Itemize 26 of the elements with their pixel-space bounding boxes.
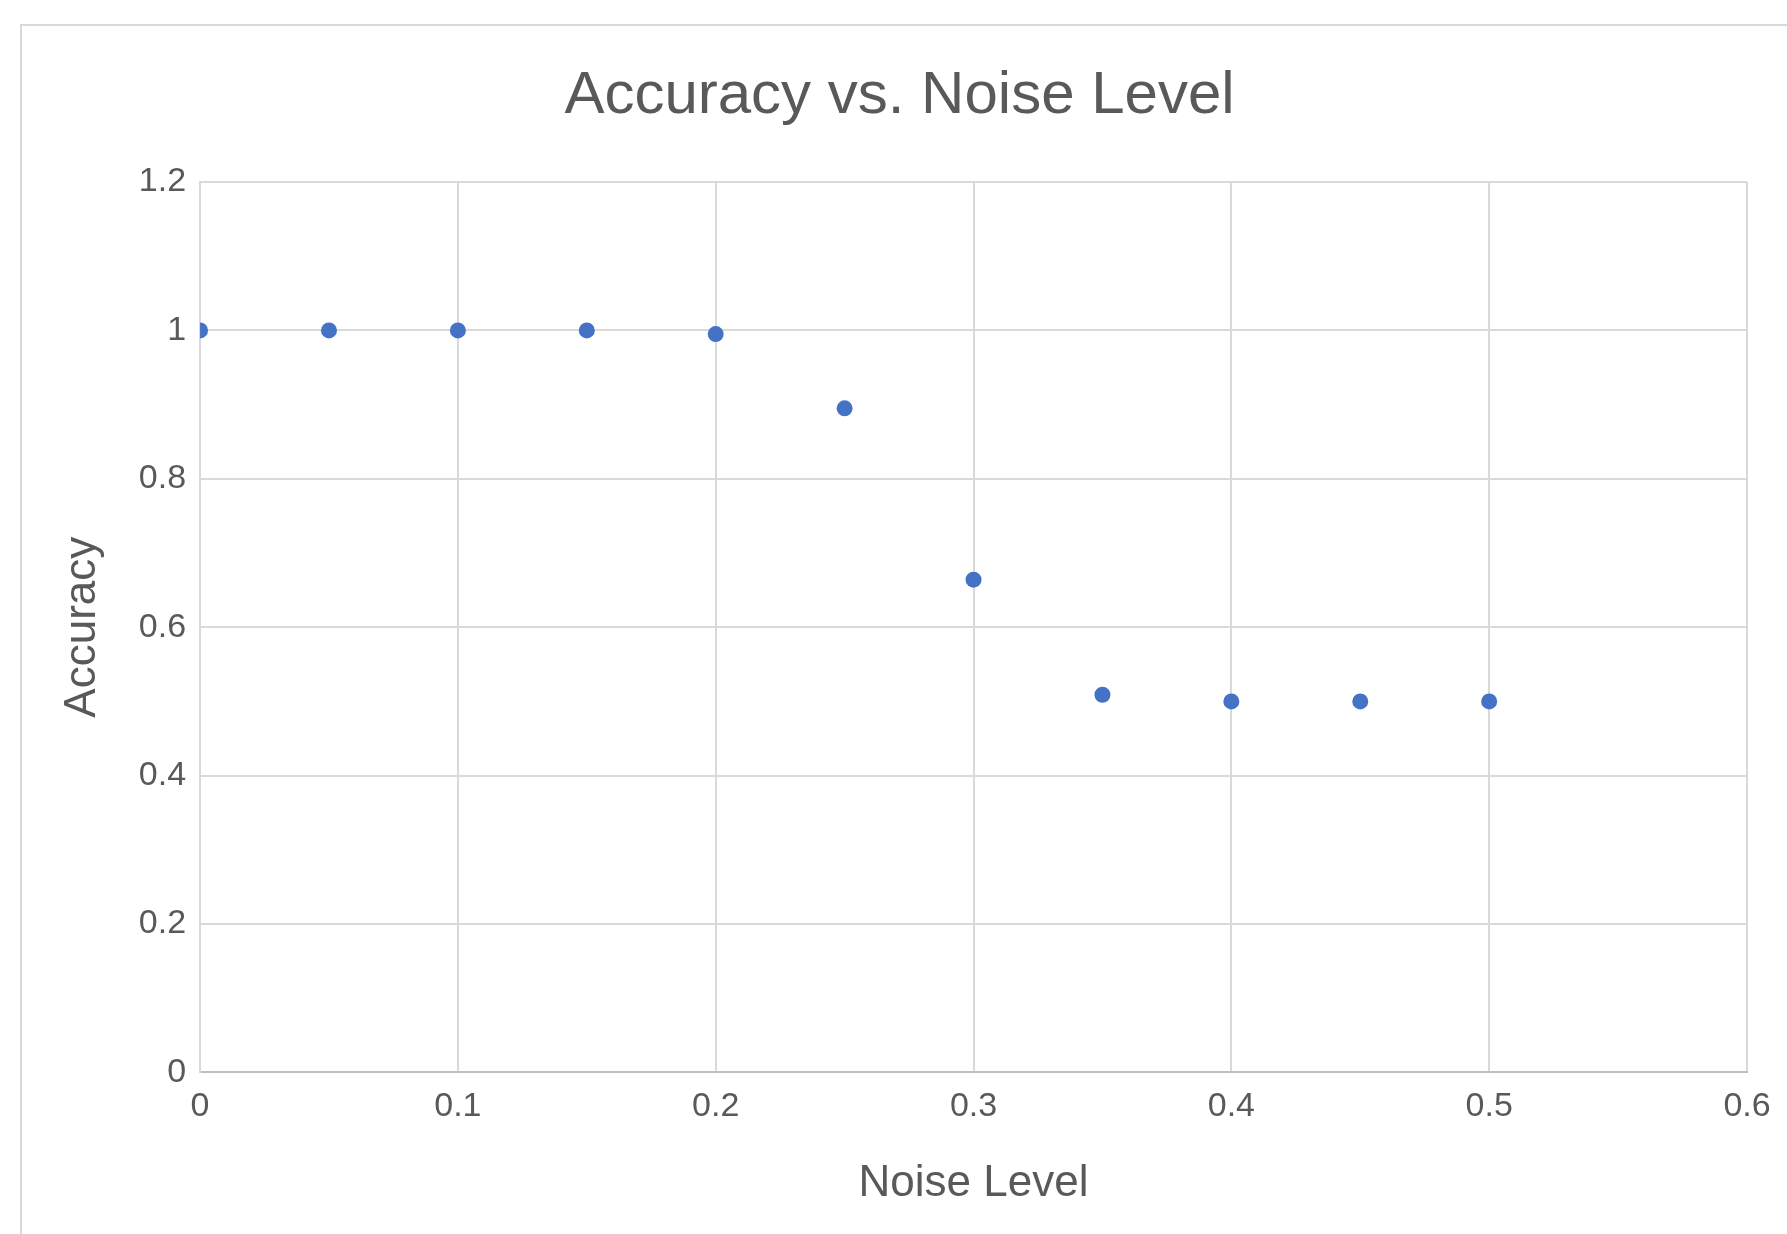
point (578, 322, 595, 339)
x-tick-label: 0.4 (1207, 1085, 1255, 1124)
x-tick-label: 0.1 (434, 1085, 482, 1124)
y-tick-label: 1.2 (138, 160, 187, 199)
point (320, 322, 337, 339)
point (1481, 693, 1498, 710)
y-tick-label: 0.6 (138, 605, 187, 644)
point (836, 400, 853, 417)
y-axis-title: Accuracy (54, 536, 104, 718)
point (1352, 693, 1369, 710)
y-tick-label: 0 (167, 1050, 187, 1089)
x-tick-label: 0.6 (1723, 1085, 1771, 1124)
y-tick-label: 0.4 (138, 753, 187, 792)
point (1094, 686, 1111, 703)
x-tick-label: 0.2 (692, 1085, 740, 1124)
chart-title: Accuracy vs. Noise Level (564, 58, 1235, 126)
point (1223, 693, 1240, 710)
x-tick-label: 0.5 (1465, 1085, 1513, 1124)
x-tick-label: 0.3 (949, 1085, 998, 1124)
x-axis-title: Noise Level (858, 1155, 1089, 1205)
point (707, 326, 724, 343)
y-tick-label: 0.2 (138, 902, 187, 941)
y-tick-label: 1 (167, 308, 187, 347)
point (965, 571, 982, 588)
point (449, 322, 466, 339)
y-tick-label: 0.8 (138, 457, 187, 496)
